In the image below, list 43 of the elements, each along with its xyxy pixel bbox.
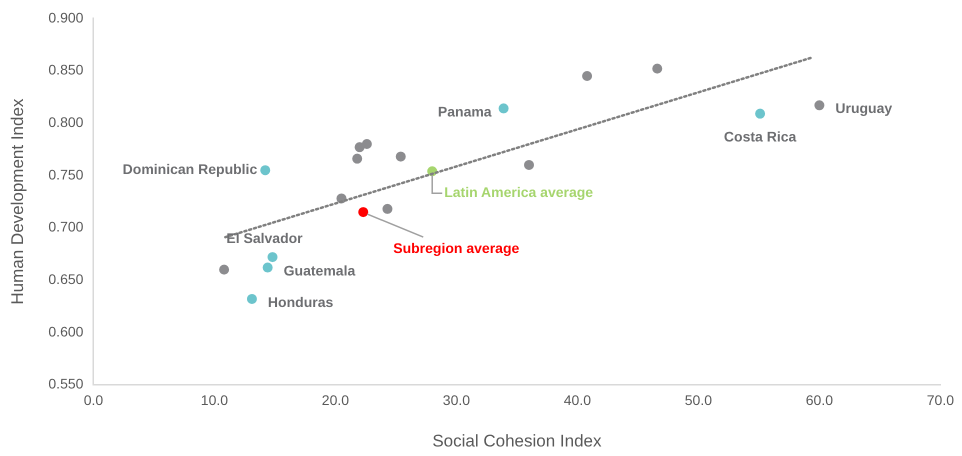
y-tick-label: 0.900 (48, 9, 84, 26)
y-tick-label: 0.700 (48, 218, 84, 235)
point (582, 70, 592, 81)
point (382, 204, 392, 214)
point (498, 103, 509, 114)
point (262, 262, 273, 273)
x-tick-label: 60.0 (806, 392, 834, 408)
point (219, 264, 230, 275)
x-tick-label: 0.0 (84, 392, 104, 408)
x-tick-label: 40.0 (564, 392, 592, 408)
data-label: Guatemala (284, 262, 356, 278)
x-tick-label: 10.0 (200, 392, 228, 408)
x-tick-label: 50.0 (684, 392, 712, 408)
x-axis-title: Social Cohesion Index (432, 431, 602, 450)
point (268, 252, 278, 262)
point (814, 100, 824, 110)
text: Subregion average (393, 240, 520, 256)
data-label: Dominican Republic (122, 161, 258, 178)
y-tick-label: 0.800 (48, 114, 84, 130)
x-tick-label: 30.0 (442, 392, 470, 408)
data-label: El Salvador (226, 230, 304, 246)
point (396, 152, 406, 162)
point (358, 207, 368, 218)
x-tick-label: 20.0 (322, 392, 350, 408)
series-label: Latin America average (444, 184, 594, 200)
point (352, 154, 362, 164)
data-label: Uruguay (835, 100, 892, 116)
point (246, 294, 257, 304)
point (755, 108, 766, 119)
y-axis-title: Human Development Index (8, 98, 27, 305)
data-label: Costa Rica (724, 128, 796, 145)
y-tick-label: 0.550 (48, 376, 84, 392)
point (524, 160, 534, 170)
y-tick-label: 0.650 (48, 270, 84, 287)
y-tick-label: 0.750 (48, 166, 84, 182)
point (652, 64, 662, 74)
point (362, 139, 372, 150)
y-tick-label: 0.600 (48, 323, 84, 340)
x-tick-label: 70.0 (926, 392, 954, 408)
data-label: Panama (438, 103, 492, 120)
y-tick-label: 0.850 (48, 62, 84, 78)
data-label: Honduras (268, 294, 334, 310)
point (260, 165, 270, 176)
